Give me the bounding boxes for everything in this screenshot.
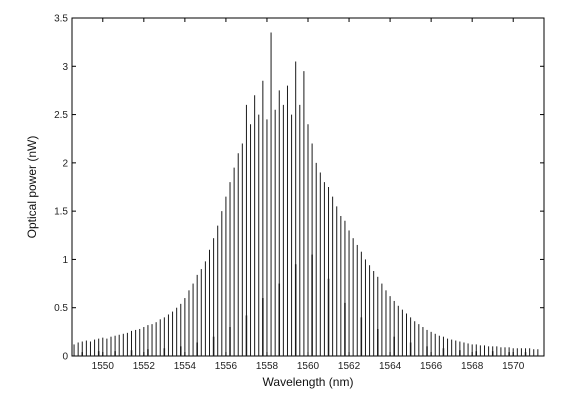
x-tick-label: 1566	[420, 361, 443, 372]
x-tick-label: 1570	[502, 361, 525, 372]
y-tick-label: 0	[62, 352, 68, 363]
y-tick-label: 1	[62, 255, 68, 266]
y-tick-label: 2.5	[54, 110, 68, 121]
x-axis: 1550 1552 1554 1556 1558 1560 1562 1564 1566 1568…	[92, 18, 525, 372]
spectrum-lines	[73, 32, 539, 356]
y-tick-label: 3	[62, 62, 68, 73]
y-tick-label: 0.5	[54, 303, 68, 314]
x-tick-label: 1550	[92, 361, 115, 372]
y-axis: 0 0.5 1 1.5 2 2.5 3 3.5	[54, 14, 544, 363]
x-tick-label: 1564	[379, 361, 402, 372]
x-tick-label: 1552	[133, 361, 156, 372]
x-tick-label: 1562	[338, 361, 361, 372]
y-tick-label: 2	[62, 158, 68, 169]
y-tick-label: 3.5	[54, 14, 68, 25]
x-tick-label: 1558	[256, 361, 279, 372]
x-tick-label: 1556	[215, 361, 238, 372]
x-tick-label: 1554	[174, 361, 197, 372]
y-tick-label: 1.5	[54, 207, 68, 218]
y-axis-label: Optical power (nW)	[25, 136, 39, 239]
x-tick-label: 1568	[461, 361, 484, 372]
x-tick-label: 1560	[297, 361, 320, 372]
x-axis-label: Wavelength (nm)	[263, 375, 354, 389]
